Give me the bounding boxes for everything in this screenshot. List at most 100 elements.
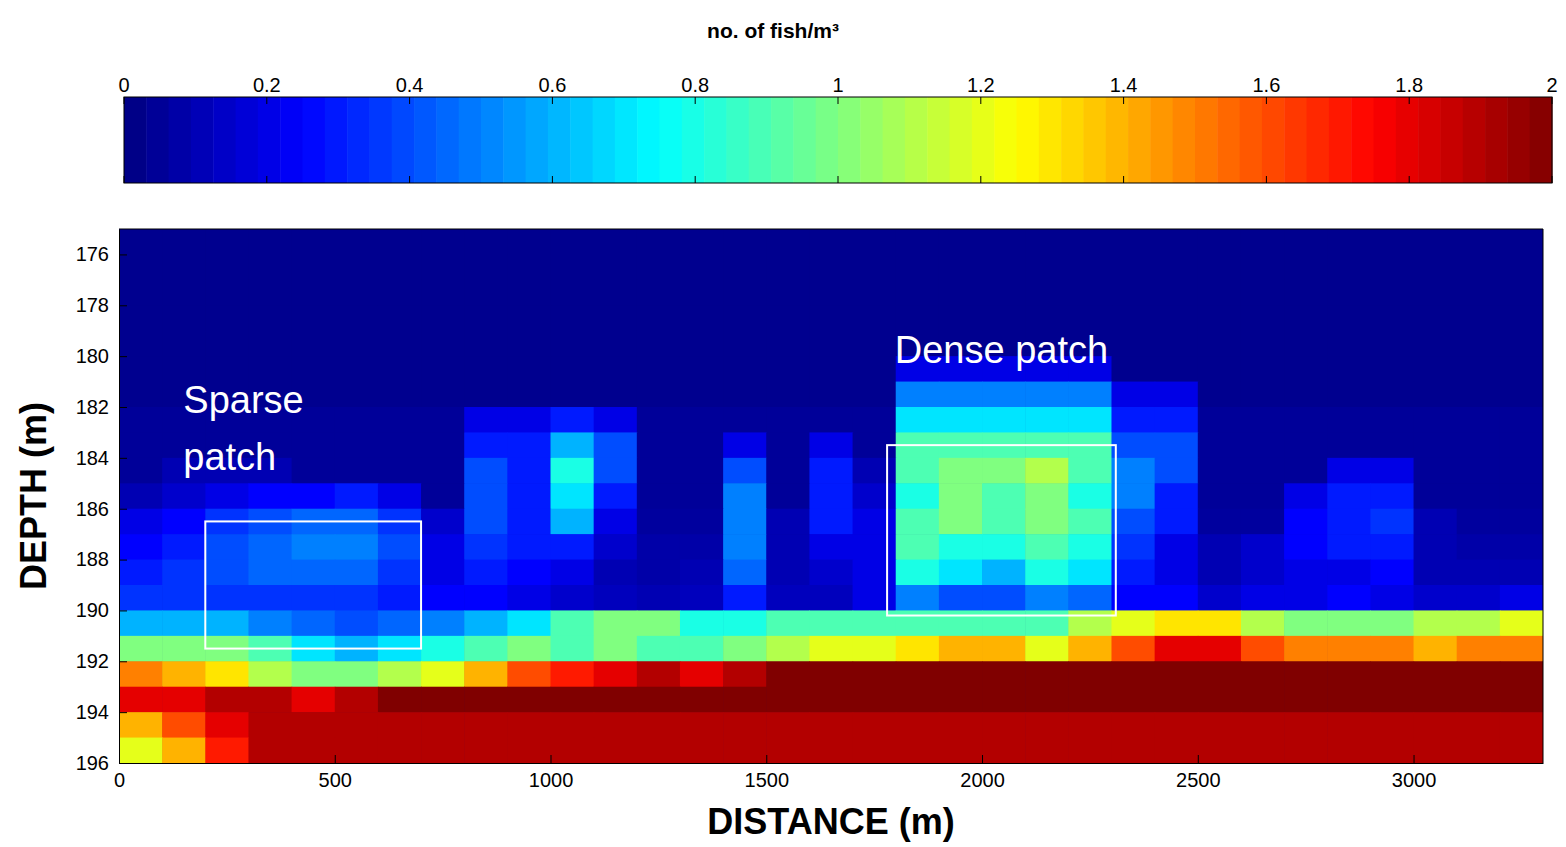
heatmap-cell bbox=[809, 407, 853, 433]
heatmap-cell bbox=[421, 356, 465, 382]
heatmap-cell bbox=[896, 636, 940, 662]
heatmap-cell bbox=[421, 254, 465, 280]
heatmap-cell bbox=[1068, 712, 1112, 738]
heatmap-cell bbox=[1241, 483, 1285, 509]
heatmap-cell bbox=[1111, 254, 1155, 280]
heatmap-cell bbox=[1241, 280, 1285, 306]
heatmap-cell bbox=[507, 382, 551, 408]
heatmap-cell bbox=[1500, 687, 1543, 713]
heatmap-cell bbox=[809, 432, 853, 458]
heatmap-cell bbox=[680, 534, 724, 560]
heatmap-cell bbox=[896, 560, 940, 586]
heatmap-cell bbox=[637, 738, 681, 763]
y-tick-label: 190 bbox=[76, 599, 109, 621]
heatmap-cell bbox=[637, 534, 681, 560]
heatmap-cell bbox=[680, 712, 724, 738]
heatmap-cell bbox=[1111, 280, 1155, 306]
heatmap-cell bbox=[853, 712, 897, 738]
heatmap-cell bbox=[507, 738, 551, 763]
heatmap-cell bbox=[766, 509, 810, 535]
heatmap-cell bbox=[1111, 585, 1155, 611]
heatmap-cell bbox=[162, 687, 206, 713]
heatmap-cell bbox=[853, 382, 897, 408]
heatmap-cell bbox=[1155, 229, 1199, 255]
heatmap-cell bbox=[248, 254, 292, 280]
heatmap-cell bbox=[335, 712, 379, 738]
heatmap-cell bbox=[1327, 560, 1371, 586]
heatmap-cell bbox=[1155, 509, 1199, 535]
colorbar-swatch bbox=[1061, 97, 1084, 183]
heatmap-cell bbox=[1370, 509, 1414, 535]
heatmap-cell bbox=[1370, 458, 1414, 484]
heatmap-cell bbox=[1457, 356, 1501, 382]
heatmap-cell bbox=[896, 229, 940, 255]
heatmap-cell bbox=[637, 432, 681, 458]
heatmap-cell bbox=[853, 305, 897, 331]
colorbar-tick-mark bbox=[124, 176, 125, 183]
heatmap-cell bbox=[680, 661, 724, 687]
colorbar-tick-mark bbox=[409, 176, 410, 183]
heatmap-cell bbox=[1284, 610, 1328, 636]
colorbar-tick-label: 2 bbox=[1546, 74, 1557, 96]
y-tick-label: 178 bbox=[76, 294, 109, 316]
heatmap-cell bbox=[853, 483, 897, 509]
heatmap-cell bbox=[1370, 738, 1414, 763]
heatmap-cell bbox=[162, 712, 206, 738]
heatmap-cell bbox=[248, 738, 292, 763]
heatmap-cell bbox=[119, 356, 163, 382]
heatmap-cell bbox=[939, 280, 983, 306]
heatmap-cell bbox=[1111, 432, 1155, 458]
heatmap-cell bbox=[119, 458, 163, 484]
heatmap-cell bbox=[1457, 432, 1501, 458]
heatmap-cell bbox=[766, 483, 810, 509]
heatmap-cell bbox=[292, 534, 336, 560]
colorbar-swatch bbox=[1507, 97, 1530, 183]
heatmap-cell bbox=[896, 305, 940, 331]
heatmap-cell bbox=[292, 610, 336, 636]
heatmap-cell bbox=[766, 407, 810, 433]
heatmap-cell bbox=[809, 305, 853, 331]
heatmap-cell bbox=[1284, 331, 1328, 357]
annotation-label: Sparsepatch bbox=[183, 379, 303, 478]
heatmap-cell bbox=[1111, 509, 1155, 535]
heatmap-cell bbox=[896, 585, 940, 611]
heatmap-cell bbox=[507, 661, 551, 687]
heatmap-cell bbox=[594, 661, 638, 687]
heatmap-cell bbox=[205, 356, 249, 382]
heatmap-cell bbox=[1198, 610, 1242, 636]
heatmap-cell bbox=[1284, 382, 1328, 408]
heatmap-cell bbox=[507, 560, 551, 586]
heatmap-cell bbox=[335, 661, 379, 687]
heatmap-cell bbox=[1068, 229, 1112, 255]
heatmap-cell bbox=[507, 229, 551, 255]
heatmap-cell bbox=[1327, 280, 1371, 306]
heatmap-cell bbox=[1370, 687, 1414, 713]
colorbar-swatch bbox=[213, 97, 236, 183]
colorbar-swatch bbox=[1485, 97, 1508, 183]
heatmap-cell bbox=[637, 687, 681, 713]
heatmap-cell bbox=[766, 331, 810, 357]
heatmap-cell bbox=[335, 458, 379, 484]
colorbar-tick-mark bbox=[980, 176, 981, 183]
heatmap-cell bbox=[1241, 407, 1285, 433]
heatmap-cell bbox=[1370, 331, 1414, 357]
heatmap-cell bbox=[1327, 483, 1371, 509]
heatmap-cell bbox=[1111, 610, 1155, 636]
y-tick-mark bbox=[119, 305, 127, 306]
colorbar-tick-label: 1.6 bbox=[1252, 74, 1280, 96]
heatmap-cell bbox=[680, 636, 724, 662]
heatmap-cell bbox=[1457, 585, 1501, 611]
heatmap-cell bbox=[1155, 687, 1199, 713]
heatmap-cell bbox=[637, 636, 681, 662]
heatmap-cell bbox=[766, 534, 810, 560]
heatmap-cell bbox=[335, 254, 379, 280]
heatmap-cell bbox=[421, 509, 465, 535]
x-tick: 3000 bbox=[1392, 755, 1437, 791]
x-axis: 050010001500200025003000 bbox=[114, 755, 1544, 791]
colorbar: 00.20.40.60.811.21.41.61.82 bbox=[118, 74, 1557, 183]
heatmap-cell bbox=[1198, 305, 1242, 331]
heatmap-cell bbox=[1414, 407, 1458, 433]
heatmap-cell bbox=[1284, 560, 1328, 586]
heatmap-cell bbox=[896, 509, 940, 535]
heatmap-cell bbox=[1025, 585, 1069, 611]
